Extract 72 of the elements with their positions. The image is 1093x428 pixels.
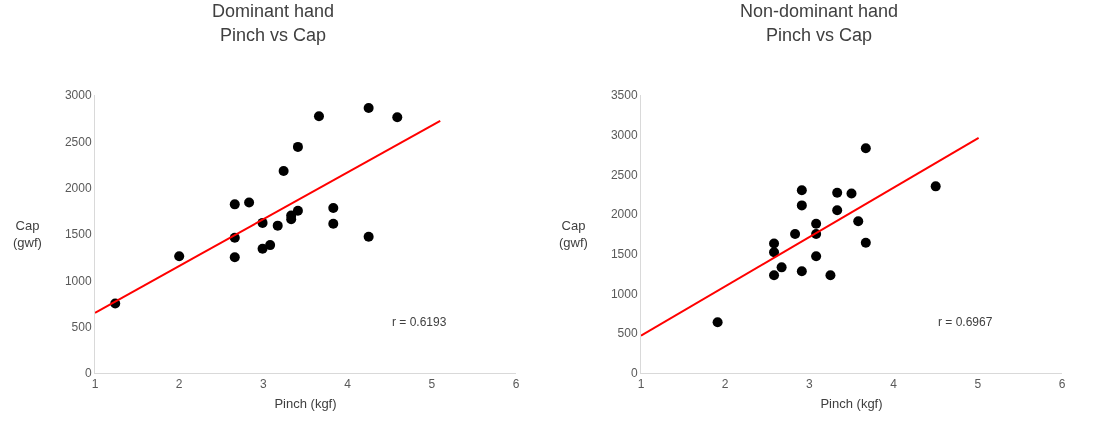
point xyxy=(292,205,303,216)
y-tick-label: 2000 xyxy=(64,180,92,195)
y-axis-title: Cap (gwf) xyxy=(559,218,588,250)
x-tick-label: 1 xyxy=(91,377,99,392)
x-tick-label: 6 xyxy=(1058,377,1066,392)
point xyxy=(392,112,403,123)
point xyxy=(790,229,801,239)
point xyxy=(811,218,822,229)
y-tick-label: 1000 xyxy=(610,286,638,301)
y-tick-label: 3500 xyxy=(610,88,638,103)
chart-subtitle: Pinch vs Cap xyxy=(219,24,327,45)
point xyxy=(811,251,822,262)
point xyxy=(832,187,843,198)
point xyxy=(769,238,780,249)
x-tick-label: 2 xyxy=(175,377,183,392)
chart-subtitle: Pinch vs Cap xyxy=(765,24,873,45)
point xyxy=(229,252,240,263)
point xyxy=(769,270,780,281)
point xyxy=(265,240,276,251)
point xyxy=(244,197,255,208)
annotation: r = 0.6193 xyxy=(392,315,447,329)
annotation: r = 0.6967 xyxy=(938,315,993,329)
y-tick-label: 0 xyxy=(84,366,92,381)
y-tick-label: 0 xyxy=(630,366,638,381)
point xyxy=(860,237,871,248)
y-tick-label: 2500 xyxy=(64,134,92,149)
point xyxy=(712,317,723,328)
y-axis-title: Cap (gwf) xyxy=(13,218,42,250)
point xyxy=(328,203,339,214)
x-axis-title: Pinch (kgf) xyxy=(820,396,883,411)
x-tick-label: 1 xyxy=(637,377,645,392)
point xyxy=(846,188,857,199)
point xyxy=(832,205,843,216)
y-tick-label: 1000 xyxy=(64,273,92,288)
x-tick-label: 4 xyxy=(890,377,898,392)
x-tick-label: 3 xyxy=(260,377,268,392)
chart-title: Dominant hand xyxy=(211,1,335,22)
y-tick-label: 500 xyxy=(617,326,638,341)
y-tick-label: 1500 xyxy=(64,227,92,242)
x-tick-label: 5 xyxy=(428,377,436,392)
point xyxy=(174,251,185,262)
y-tick-label: 2000 xyxy=(610,207,638,222)
point xyxy=(229,199,240,210)
point xyxy=(769,247,780,258)
point xyxy=(278,165,289,176)
y-tick-label: 500 xyxy=(71,319,92,334)
x-tick-label: 4 xyxy=(344,377,352,392)
point xyxy=(853,216,864,227)
point xyxy=(796,266,807,277)
point xyxy=(328,218,339,229)
point xyxy=(930,181,941,192)
chart-title: Non-dominant hand xyxy=(739,1,899,22)
point xyxy=(292,141,303,152)
y-tick-label: 2500 xyxy=(610,167,638,182)
point xyxy=(363,102,374,113)
x-tick-label: 6 xyxy=(512,377,520,392)
y-tick-label: 3000 xyxy=(64,88,92,103)
point xyxy=(796,185,807,196)
point xyxy=(776,262,787,273)
point xyxy=(825,270,836,281)
point xyxy=(860,143,871,154)
point xyxy=(257,243,268,254)
x-tick-label: 5 xyxy=(974,377,982,392)
x-axis-title: Pinch (kgf) xyxy=(274,396,337,411)
y-tick-label: 3000 xyxy=(610,127,638,142)
point xyxy=(313,111,324,122)
x-tick-label: 3 xyxy=(806,377,814,392)
x-tick-label: 2 xyxy=(721,377,729,392)
point xyxy=(363,231,374,242)
point xyxy=(272,220,283,231)
point xyxy=(796,200,807,211)
y-tick-label: 1500 xyxy=(610,247,638,262)
